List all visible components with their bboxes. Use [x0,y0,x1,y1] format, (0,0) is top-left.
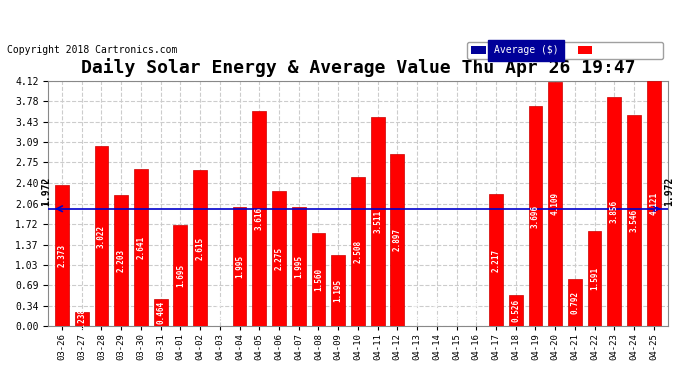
Bar [253,111,266,326]
Bar [489,194,503,326]
Bar [371,117,384,326]
Text: 1.560: 1.560 [314,268,323,291]
Text: 2.373: 2.373 [57,244,66,267]
Text: 0.000: 0.000 [215,296,224,319]
Bar [134,169,148,326]
Text: 1.995: 1.995 [235,255,244,278]
Text: 2.217: 2.217 [491,249,500,272]
Bar [588,231,602,326]
Legend: Average ($), Daily  ($): Average ($), Daily ($) [467,42,662,59]
Text: 2.615: 2.615 [195,237,205,260]
Text: 1.995: 1.995 [294,255,303,278]
Text: 3.616: 3.616 [255,207,264,230]
Bar [95,146,108,326]
Bar [292,207,306,326]
Bar [549,81,562,326]
Bar [351,177,365,326]
Bar [509,295,522,326]
Bar [173,225,187,326]
Text: 3.856: 3.856 [610,200,619,223]
Bar [55,185,69,326]
Text: 3.022: 3.022 [97,225,106,248]
Text: 2.641: 2.641 [137,236,146,259]
Bar [193,171,207,326]
Bar [647,81,660,326]
Bar [529,106,542,326]
Text: 0.464: 0.464 [156,301,165,324]
Text: 0.792: 0.792 [571,291,580,314]
Text: 1.195: 1.195 [334,279,343,302]
Text: 1.972: 1.972 [41,176,51,206]
Text: Copyright 2018 Cartronics.com: Copyright 2018 Cartronics.com [7,45,177,55]
Bar [154,298,168,326]
Bar [607,97,621,326]
Bar [391,154,404,326]
Text: 0.000: 0.000 [432,296,442,319]
Bar [115,195,128,326]
Text: 3.511: 3.511 [373,210,382,233]
Text: 2.275: 2.275 [275,247,284,270]
Bar [233,207,246,326]
Text: 1.591: 1.591 [590,267,599,290]
Bar [568,279,582,326]
Text: 2.508: 2.508 [353,240,362,263]
Bar [331,255,345,326]
Text: 0.000: 0.000 [472,296,481,319]
Text: 1.695: 1.695 [176,264,185,287]
Text: 2.203: 2.203 [117,249,126,272]
Bar [627,115,641,326]
Text: 0.000: 0.000 [452,296,461,319]
Text: 4.109: 4.109 [551,192,560,215]
Title: Daily Solar Energy & Average Value Thu Apr 26 19:47: Daily Solar Energy & Average Value Thu A… [81,57,635,76]
Text: 0.238: 0.238 [77,308,86,331]
Bar [272,191,286,326]
Text: 3.546: 3.546 [629,209,638,232]
Text: 1.972: 1.972 [664,176,675,206]
Bar [75,312,88,326]
Bar [312,233,326,326]
Text: 2.897: 2.897 [393,228,402,252]
Text: 3.696: 3.696 [531,205,540,228]
Text: 0.526: 0.526 [511,299,520,322]
Text: 0.000: 0.000 [413,296,422,319]
Text: 4.121: 4.121 [649,192,658,215]
